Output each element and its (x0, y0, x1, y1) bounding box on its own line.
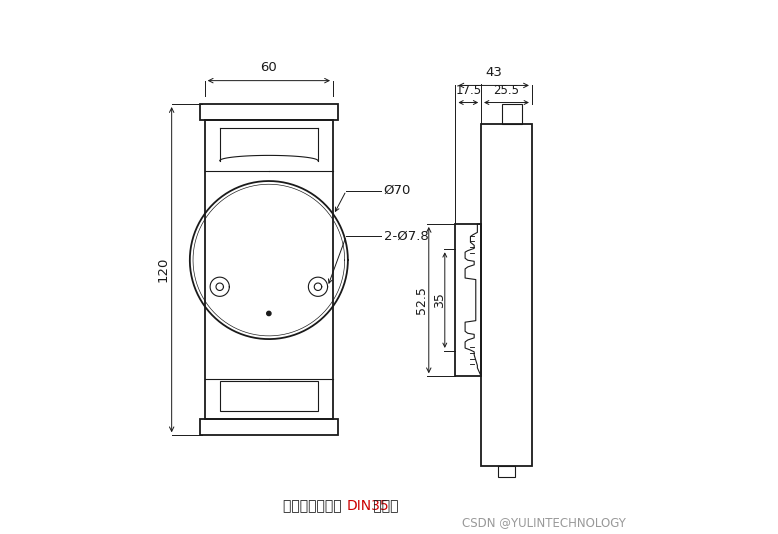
Text: 60: 60 (261, 61, 277, 74)
Text: 导轨上: 导轨上 (369, 499, 398, 513)
Text: 120: 120 (156, 257, 170, 282)
Circle shape (267, 311, 271, 316)
Text: Ø70: Ø70 (384, 184, 411, 197)
Text: 2-Ø7.8: 2-Ø7.8 (384, 230, 429, 242)
Text: 35: 35 (433, 292, 446, 308)
Text: 52.5: 52.5 (415, 286, 428, 314)
Text: 43: 43 (485, 66, 502, 79)
Text: CSDN @YULINTECHNOLOGY: CSDN @YULINTECHNOLOGY (462, 516, 626, 529)
Text: 可以安装在标准: 可以安装在标准 (283, 499, 346, 513)
Text: 17.5: 17.5 (455, 84, 482, 97)
Text: DIN35: DIN35 (346, 499, 389, 513)
Text: 25.5: 25.5 (493, 84, 520, 97)
